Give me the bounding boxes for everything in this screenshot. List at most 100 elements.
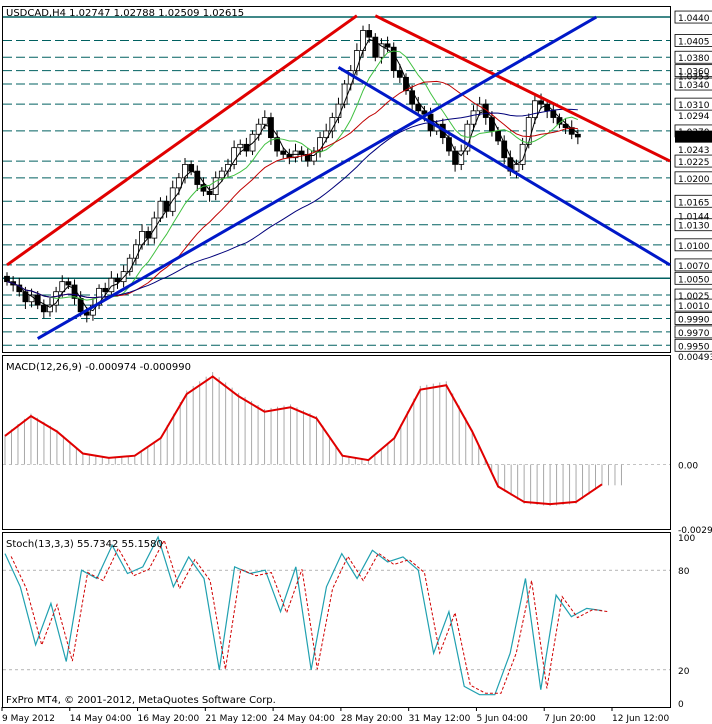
price-tag-box: [674, 218, 712, 232]
candle-body: [538, 100, 544, 105]
price-tag-label: 1.0050: [678, 275, 710, 285]
candle-body: [65, 281, 72, 286]
candle-body: [446, 137, 452, 152]
candle-body: [114, 277, 121, 283]
price-tag-box: [674, 312, 712, 325]
price-tag-label: 1.0025: [678, 292, 710, 302]
stoch-panel-frame: [2, 532, 671, 708]
price-tag-label: 1.0225: [678, 158, 710, 168]
stoch-axis-label: 20: [678, 667, 690, 677]
price-tag-box: [674, 338, 712, 352]
time-axis-label: 24 May 04:00: [273, 714, 335, 724]
candle-body: [550, 110, 557, 118]
macd-axis-label: 0.00493: [678, 353, 712, 363]
price-tag-box: [674, 271, 712, 285]
price-tag-box: [674, 194, 712, 208]
time-axis-label: 9 May 2012: [2, 714, 55, 724]
price-tag-label: 1.0340: [678, 81, 710, 91]
stoch-main-line: [4, 535, 603, 696]
price-tag-label: 1.0380: [678, 54, 710, 64]
candle-body: [268, 117, 274, 139]
moving-average-line: [6, 108, 578, 299]
candle-body: [157, 200, 164, 219]
time-axis-label: 31 May 12:00: [409, 714, 471, 724]
price-axis-label: 1.0294: [678, 112, 710, 122]
candle-body: [311, 150, 317, 162]
candle-body: [22, 291, 29, 303]
candle-body: [574, 133, 581, 138]
price-tag-label: 0.9970: [678, 329, 710, 339]
candle-body: [255, 123, 262, 135]
candle-body: [188, 164, 195, 172]
candle-body: [409, 90, 416, 105]
candle-body: [372, 36, 379, 58]
current-price-box: [675, 130, 712, 143]
price-tag-label: 1.0200: [678, 175, 710, 185]
candle-body: [102, 287, 109, 293]
price-tag-label: 0.9990: [678, 316, 710, 326]
price-tag-label: 0.9950: [678, 342, 710, 352]
blue-falling-channel: [337, 66, 671, 267]
moving-average-line: [6, 50, 579, 301]
price-tag-label: 1.0100: [678, 242, 710, 252]
macd-axis-label: -0.00293: [678, 526, 712, 536]
candle-body: [231, 147, 238, 165]
price-tag-box: [674, 238, 712, 252]
candle-body: [489, 117, 495, 132]
price-tag-label: 1.0165: [678, 198, 710, 208]
price-tag-box: [674, 171, 712, 185]
candle-body: [341, 83, 348, 105]
price-axis-label: 1.0353: [678, 72, 710, 82]
stoch-axis-label: 0: [678, 700, 684, 710]
time-axis-label: 21 May 12:00: [205, 714, 267, 724]
candle-body: [525, 117, 532, 145]
price-tag-label: 1.0405: [678, 37, 710, 47]
price-tag-box: [674, 325, 712, 339]
candle-body: [133, 244, 139, 259]
price-grid-lines: [3, 16, 670, 346]
time-axis-labels: 9 May 2012 14 May 04:00 16 May 20:00 21 May…: [1, 707, 669, 724]
stoch-axis-label: 80: [678, 567, 690, 577]
candle-body: [40, 304, 47, 313]
price-axis-label: 1.0243: [678, 146, 710, 156]
price-tag-box: [674, 298, 712, 312]
stoch-signal-line: [10, 539, 609, 694]
candle-body: [182, 164, 188, 179]
candle-body: [335, 103, 342, 118]
candle-body: [452, 150, 458, 165]
price-tag-label: 1.0010: [678, 302, 710, 312]
price-tag-box: [674, 50, 712, 64]
red-rising-channel: [6, 14, 358, 267]
candle-body: [378, 43, 385, 58]
candle-body: [237, 143, 244, 149]
price-tag-box: [674, 154, 712, 168]
candle-body: [519, 143, 526, 165]
price-tag-label: 1.0360: [678, 68, 710, 78]
moving-averages: [6, 38, 579, 312]
macd-panel-title: MACD(12,26,9) -0.000974 -0.000990: [6, 362, 191, 373]
main-panel-title: USDCAD,H4 1.02747 1.02788 1.02509 1.0261…: [6, 8, 244, 19]
price-tag-box: [674, 97, 712, 111]
candle-body: [396, 70, 403, 78]
price-tag-label: 1.0310: [678, 101, 710, 111]
price-axis-tags: 1.04401.04051.03801.03601.03401.03101.02…: [674, 10, 712, 352]
candle-body: [470, 110, 477, 125]
stoch-panel-title: Stoch(13,3,3) 55.7342 55.1580: [6, 539, 163, 550]
macd-axis-label: 0.00: [678, 462, 698, 472]
moving-average-line: [6, 38, 579, 312]
price-tag-box: [674, 10, 712, 24]
blue-rising-support: [36, 15, 598, 340]
macd-panel-frame: [2, 355, 671, 530]
price-axis-label: 1.0144: [678, 212, 710, 222]
stoch-axis-label: 100: [678, 534, 695, 544]
macd-plot: 0.00493 0.00 -0.00293: [3, 353, 712, 536]
candle-body: [274, 137, 280, 152]
time-axis-label: 12 Jun 12:00: [612, 714, 669, 724]
candle-body: [298, 150, 305, 155]
candle-body: [175, 177, 182, 189]
main-panel-frame: [2, 6, 671, 353]
candle-body: [384, 43, 391, 48]
time-axis-label: 14 May 04:00: [70, 714, 132, 724]
time-axis-label: 5 Jun 04:00: [476, 714, 528, 724]
